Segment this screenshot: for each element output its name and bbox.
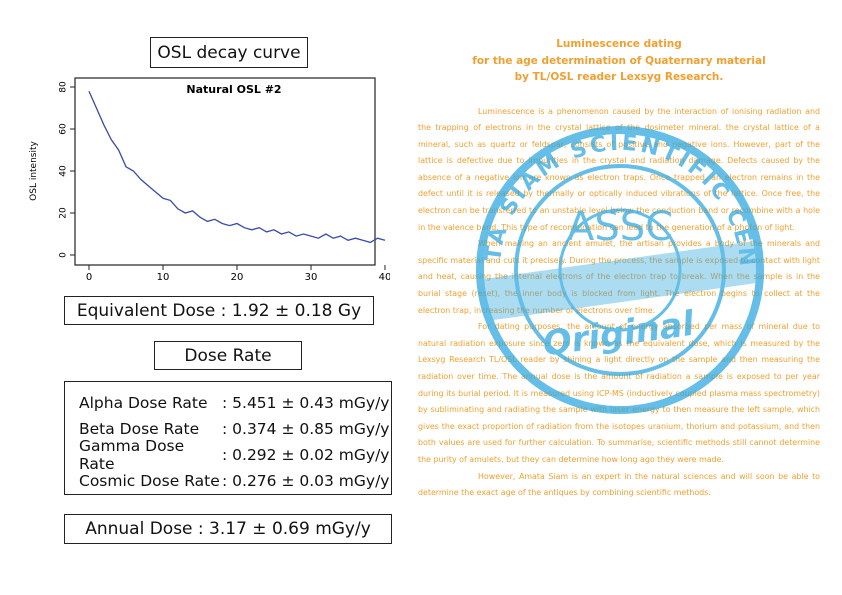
y-tick-label: 40 — [59, 165, 69, 177]
title-line: by TL/OSL reader Lexsyg Research. — [514, 71, 724, 83]
equivalent-dose: Equivalent Dose : 1.92 ± 0.18 Gy — [64, 296, 374, 325]
paragraph: For dating purposes, the amount of energ… — [418, 322, 820, 464]
rate-row: Cosmic Dose Rate: 0.276 ± 0.03 mGy/y — [79, 468, 391, 494]
dose-rate-table: Alpha Dose Rate : 5.451 ± 0.43 mGy/y Beta … — [64, 381, 392, 495]
y-axis-label: OSL intensity — [29, 140, 39, 200]
rate-value: : 0.374 ± 0.85 mGy/y — [222, 420, 390, 438]
x-tick-label: 20 — [231, 272, 244, 283]
y-tick-label: 20 — [59, 207, 69, 219]
x-tick-label: 10 — [157, 272, 170, 283]
annual-dose: Annual Dose : 3.17 ± 0.69 mGy/y — [64, 514, 392, 544]
rate-row: Gamma Dose Rate : 0.292 ± 0.02 mGy/y — [79, 437, 391, 473]
rate-label: Cosmic Dose Rate — [79, 472, 220, 490]
osl-title: OSL decay curve — [150, 37, 308, 68]
rate-row: Beta Dose Rate : 0.374 ± 0.85 mGy/y — [79, 416, 391, 442]
osl-chart: Natural OSL #2 OSL intensity 0 20 40 60 80 0 10 2… — [29, 77, 390, 283]
rate-value: : 5.451 ± 0.43 mGy/y — [222, 394, 390, 412]
article-title: Luminescence dating for the age determina… — [418, 36, 820, 86]
rate-label: Gamma Dose Rate — [79, 437, 185, 473]
rate-value: : 0.276 ± 0.03 mGy/y — [222, 472, 390, 490]
rate-label: Alpha Dose Rate — [79, 394, 208, 412]
y-tick-label: 0 — [59, 252, 69, 258]
article: Luminescence dating for the age determina… — [418, 36, 820, 502]
rate-value: : 0.292 ± 0.02 mGy/y — [222, 446, 390, 464]
title-line: for the age determination of Quaternary … — [472, 54, 766, 67]
y-tick-label: 80 — [59, 81, 69, 93]
chart-title: Natural OSL #2 — [186, 83, 281, 96]
article-body: Luminescence is a phenomenon caused by t… — [418, 104, 820, 502]
paragraph: When making an ancient amulet, the artis… — [418, 239, 820, 315]
dose-rate-title: Dose Rate — [154, 341, 302, 370]
x-tick-label: 30 — [305, 272, 318, 283]
title-line: Luminescence dating — [556, 38, 682, 50]
y-tick-label: 60 — [59, 123, 69, 135]
rate-label: Beta Dose Rate — [79, 420, 200, 438]
paragraph: Luminescence is a phenomenon caused by t… — [418, 106, 820, 232]
x-tick-label: 40 — [379, 272, 390, 283]
osl-curve — [88, 90, 386, 244]
x-tick-label: 0 — [86, 272, 92, 283]
rate-row: Alpha Dose Rate : 5.451 ± 0.43 mGy/y — [79, 390, 391, 416]
paragraph: However, Amata Siam is an expert in the … — [418, 471, 820, 498]
